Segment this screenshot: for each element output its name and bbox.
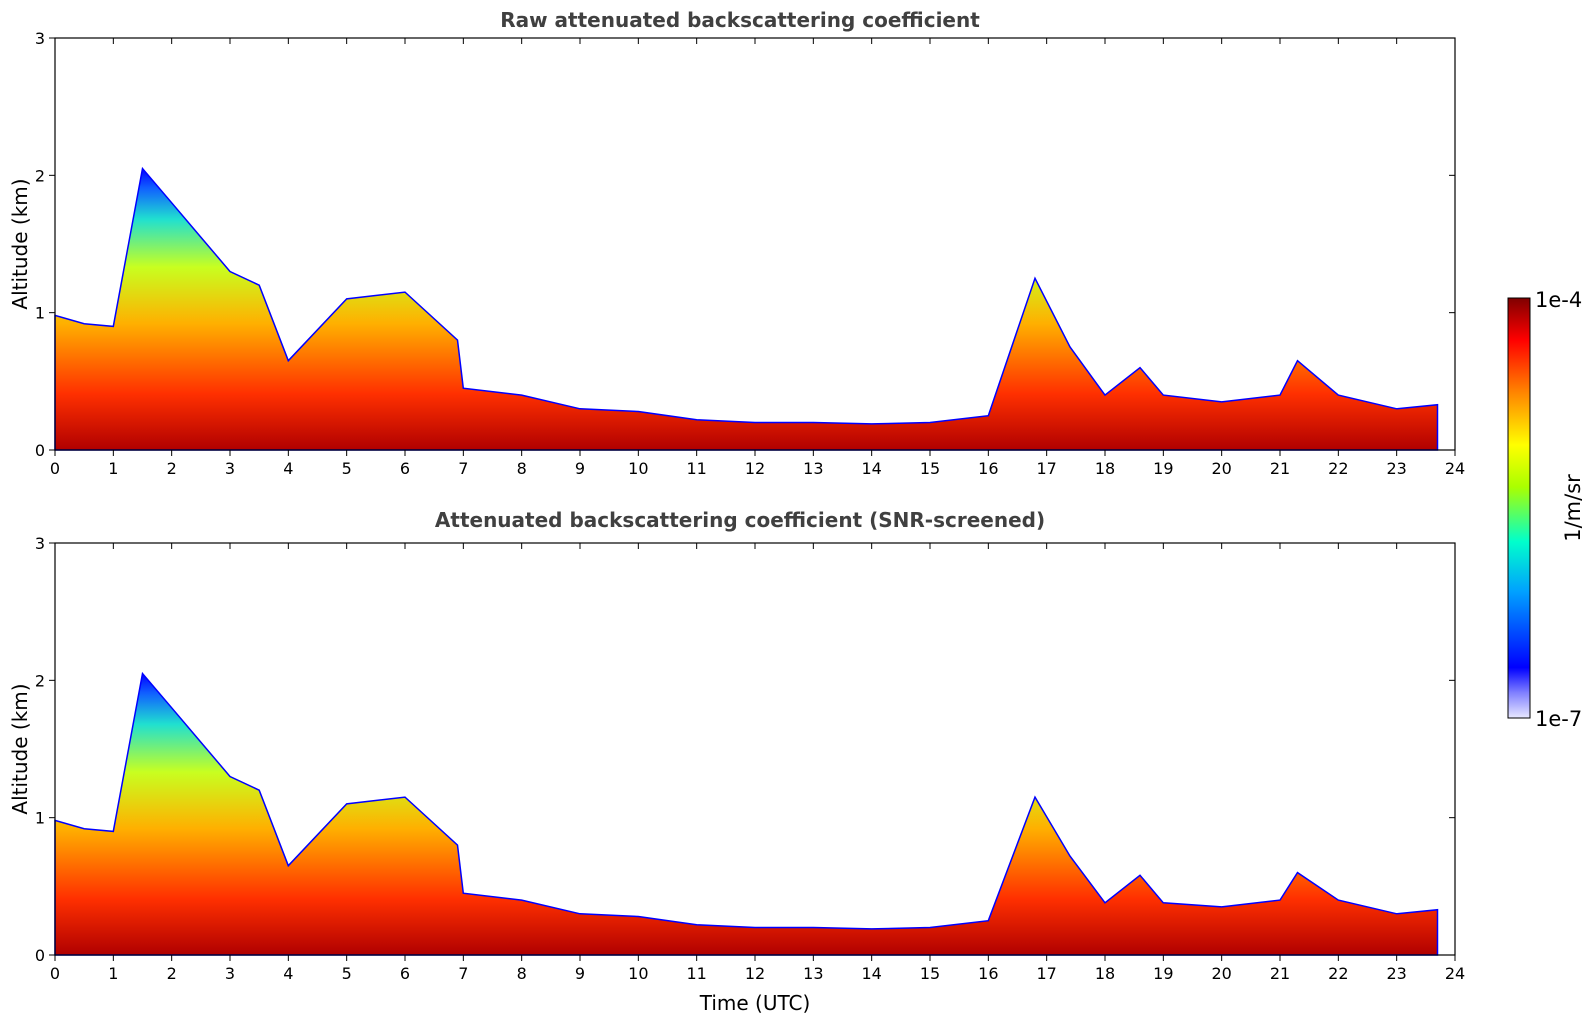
y-axis-ticks: 0 1 2 3 <box>35 534 1455 965</box>
x-tick-label: 3 <box>225 459 235 478</box>
x-tick-label: 19 <box>1153 459 1173 478</box>
boundary-layer-area <box>54 671 1439 956</box>
x-tick-label: 24 <box>1445 459 1465 478</box>
x-tick-label: 16 <box>978 459 998 478</box>
heatmap-content <box>54 671 1439 956</box>
x-tick-label: 6 <box>400 964 410 983</box>
boundary-layer-area <box>54 166 1439 451</box>
x-tick-label: 7 <box>458 459 468 478</box>
x-tick-label: 22 <box>1328 459 1348 478</box>
raw-backscatter-panel: Raw attenuated backscattering coefficien… <box>8 8 1465 478</box>
x-tick-label: 14 <box>861 459 881 478</box>
snr-screened-backscatter-panel: Attenuated backscattering coefficient (S… <box>8 508 1465 1015</box>
x-tick-label: 0 <box>50 459 60 478</box>
y-axis-label: Altitude (km) <box>8 178 32 309</box>
x-tick-label: 5 <box>342 459 352 478</box>
y-axis-ticks: 0 1 2 3 <box>35 29 1455 460</box>
x-tick-label: 1 <box>108 459 118 478</box>
x-tick-label: 17 <box>1036 964 1056 983</box>
x-axis-label: Time (UTC) <box>699 991 811 1015</box>
colorbar-unit-label: 1/m/sr <box>1561 474 1585 542</box>
y-axis-label: Altitude (km) <box>8 683 32 814</box>
x-tick-label: 21 <box>1270 459 1290 478</box>
y-tick-label: 1 <box>35 304 45 323</box>
x-tick-label: 23 <box>1386 964 1406 983</box>
x-tick-label: 13 <box>803 459 823 478</box>
colorbar: 1e-4 1e-7 1/m/sr <box>1507 288 1585 731</box>
x-tick-label: 8 <box>517 459 527 478</box>
x-tick-label: 12 <box>745 964 765 983</box>
colorbar-gradient <box>1507 297 1531 719</box>
x-tick-label: 2 <box>167 964 177 983</box>
x-tick-label: 2 <box>167 459 177 478</box>
x-tick-label: 10 <box>628 964 648 983</box>
x-tick-label: 20 <box>1211 964 1231 983</box>
x-tick-label: 7 <box>458 964 468 983</box>
x-tick-label: 1 <box>108 964 118 983</box>
x-tick-label: 24 <box>1445 964 1465 983</box>
y-tick-label: 2 <box>35 166 45 185</box>
x-tick-label: 14 <box>861 964 881 983</box>
y-tick-label: 3 <box>35 29 45 48</box>
x-tick-label: 20 <box>1211 459 1231 478</box>
x-tick-label: 0 <box>50 964 60 983</box>
y-tick-label: 0 <box>35 946 45 965</box>
x-axis-ticks: 0 1 2 3 4 5 6 7 8 9 10 11 12 13 14 15 16 17 18 19 20 21 22 23 24 <box>50 38 1465 478</box>
heatmap-content <box>54 166 1439 451</box>
colorbar-min-label: 1e-7 <box>1535 707 1582 731</box>
y-tick-label: 2 <box>35 671 45 690</box>
x-tick-label: 15 <box>920 459 940 478</box>
x-tick-label: 15 <box>920 964 940 983</box>
x-tick-label: 21 <box>1270 964 1290 983</box>
x-tick-label: 19 <box>1153 964 1173 983</box>
x-tick-label: 17 <box>1036 459 1056 478</box>
x-tick-label: 9 <box>575 964 585 983</box>
x-tick-label: 4 <box>283 964 293 983</box>
panel-title: Raw attenuated backscattering coefficien… <box>500 8 980 32</box>
colorbar-max-label: 1e-4 <box>1535 288 1582 312</box>
x-tick-label: 9 <box>575 459 585 478</box>
x-tick-label: 5 <box>342 964 352 983</box>
y-tick-label: 3 <box>35 534 45 553</box>
x-tick-label: 11 <box>686 964 706 983</box>
x-tick-label: 18 <box>1095 459 1115 478</box>
x-tick-label: 12 <box>745 459 765 478</box>
x-tick-label: 18 <box>1095 964 1115 983</box>
x-tick-label: 23 <box>1386 459 1406 478</box>
x-tick-label: 10 <box>628 459 648 478</box>
x-tick-label: 8 <box>517 964 527 983</box>
x-tick-label: 16 <box>978 964 998 983</box>
x-axis-ticks: 0 1 2 3 4 5 6 7 8 9 10 11 12 13 14 15 16 17 18 19 20 21 22 23 24 <box>50 543 1465 983</box>
x-tick-label: 22 <box>1328 964 1348 983</box>
x-tick-label: 6 <box>400 459 410 478</box>
panel-title: Attenuated backscattering coefficient (S… <box>435 508 1045 532</box>
x-tick-label: 3 <box>225 964 235 983</box>
x-tick-label: 13 <box>803 964 823 983</box>
y-tick-label: 1 <box>35 809 45 828</box>
x-tick-label: 4 <box>283 459 293 478</box>
x-tick-label: 11 <box>686 459 706 478</box>
y-tick-label: 0 <box>35 441 45 460</box>
